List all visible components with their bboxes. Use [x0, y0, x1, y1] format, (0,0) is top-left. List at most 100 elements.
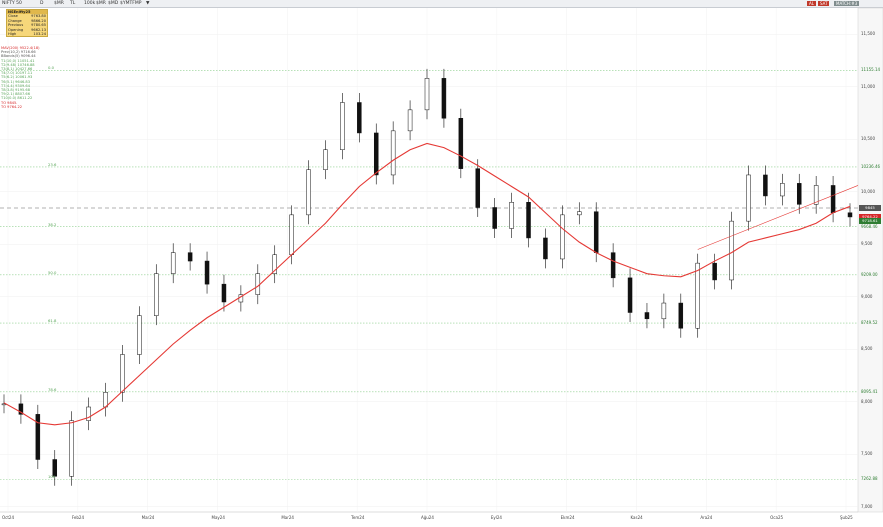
candle-body [357, 102, 362, 134]
candle-body [441, 78, 447, 119]
x-tick-label: Oca25 [770, 515, 784, 520]
legend-row: T6(5.1) 9646.83 [1, 79, 31, 84]
candle-body [187, 252, 193, 262]
fib-ratio-label: 38.2 [48, 221, 57, 227]
y-tick-label: 9,500 [861, 241, 873, 247]
toolbar-item[interactable]: $MR [54, 1, 64, 6]
candle-body [69, 420, 74, 477]
x-tick-label: Tem24 [351, 515, 365, 520]
legend-row: T8(3.8) 9195.68 [1, 88, 31, 93]
dropdown-arrow-icon[interactable]: ▼ [146, 1, 150, 6]
candle-body [255, 273, 261, 295]
fib-price-label: 9668.46 [861, 223, 878, 229]
candle-body [137, 315, 142, 355]
y-tick-label: 11,500 [861, 31, 875, 37]
candle-body [729, 220, 734, 281]
legend-row: T5(6.2) 10061.93 [1, 75, 33, 80]
candle-body [373, 132, 379, 176]
candle-body [813, 185, 819, 205]
info-row: Close 9763.80 [8, 14, 46, 19]
x-tick-label: Feb24 [71, 515, 84, 520]
price-axis-panel [857, 7, 883, 513]
y-tick-label: 7,000 [861, 503, 873, 509]
y-tick-label: 9,000 [861, 293, 873, 299]
candle-body [746, 174, 751, 222]
candle-body [796, 183, 802, 205]
candle-body [407, 109, 413, 132]
fib-ratio-label: 23.6 [48, 161, 57, 167]
candle-body [340, 102, 345, 150]
sat-button[interactable]: SAT [818, 1, 830, 6]
candle-body [526, 202, 531, 239]
candle-body [644, 312, 650, 320]
candle-body [830, 185, 836, 213]
match-button[interactable]: MATCH:#3 [834, 1, 860, 6]
info-row: Previous 9780.65 [8, 23, 46, 28]
toolbar-item[interactable]: $MD [108, 1, 119, 6]
toolbar-item[interactable]: $MR [96, 1, 106, 6]
info-title: NSEnifty25 [8, 10, 31, 14]
legend-row: T4(7.0) 10197.11 [1, 71, 33, 76]
candle-body [610, 252, 616, 279]
legend-row: T7(4.4) 9309.64 [1, 83, 31, 88]
candle-body [695, 262, 700, 329]
info-row: Opening 9662.13 [8, 27, 46, 32]
symbol-label[interactable]: NIFTY 50 [2, 1, 22, 6]
candle-body [627, 277, 633, 313]
info-row: Change 9866.20 [8, 18, 46, 23]
x-tick-label: Kas24 [630, 515, 643, 520]
legend-row: Prev(10,2) 9716.66 [1, 50, 36, 55]
candle-body [323, 149, 328, 170]
legend-row: TO 9764.22 [1, 104, 23, 109]
legend-row: MAV(200) 9522.4(18) [1, 46, 40, 50]
candle-body [492, 207, 497, 229]
legend-row: BBands(5) 9096.44 [1, 54, 36, 59]
toolbar-item[interactable]: TL [70, 1, 76, 6]
candle-body [103, 392, 108, 408]
x-tick-label: May24 [211, 515, 225, 520]
candle-body [712, 262, 717, 281]
candle-body [780, 183, 785, 197]
x-tick-label: Eyl24 [490, 515, 502, 520]
candle-body [35, 414, 41, 460]
legend-row: TO 9845. [1, 100, 18, 105]
al-button[interactable]: AL [807, 1, 816, 6]
candle-body [661, 302, 667, 320]
candle-body [289, 214, 294, 256]
x-tick-label: Ekm24 [560, 515, 575, 520]
candle-body [272, 254, 277, 274]
fib-ratio-label: 100 [48, 474, 56, 480]
fib-price-label: 9209.00 [861, 271, 878, 277]
y-tick-label: 10,000 [861, 188, 875, 194]
candle-body [847, 212, 853, 218]
fib-ratio-label: 61.8 [48, 318, 57, 324]
candle-body [390, 130, 396, 176]
candle-body [763, 174, 768, 197]
x-tick-label: Ara24 [700, 515, 713, 520]
toolbar-item[interactable]: 100k [84, 1, 96, 6]
fib-price-label: 8095.41 [861, 388, 878, 394]
candle-body [543, 237, 548, 260]
toolbar-item[interactable]: $YMTFMP [120, 1, 142, 6]
x-tick-label: Oct24 [2, 515, 15, 520]
fib-ratio-label: 0.0 [48, 65, 55, 71]
fib-price-label: 7262.88 [861, 476, 878, 482]
candle-body [52, 459, 58, 477]
fib-price-label: 8749.52 [861, 320, 878, 326]
trend-line [697, 185, 859, 250]
candle-body [18, 403, 24, 415]
toolbar-item[interactable]: D [40, 1, 44, 6]
legend-row: T9(2.1) 8807.66 [1, 92, 31, 97]
candle-body [458, 118, 464, 169]
x-tick-label: Mar24 [141, 515, 155, 520]
candle-body [509, 202, 514, 229]
x-tick-label: Şub25 [840, 515, 853, 520]
candle-body [593, 211, 599, 253]
fib-ratio-label: 78.6 [48, 386, 57, 392]
price-badge: 9718.61 [859, 218, 881, 225]
candle-body [306, 169, 311, 216]
y-tick-label: 8,500 [861, 346, 873, 352]
candle-body [560, 214, 565, 260]
legend-row: T1(10,0) 11051.41 [1, 58, 35, 63]
